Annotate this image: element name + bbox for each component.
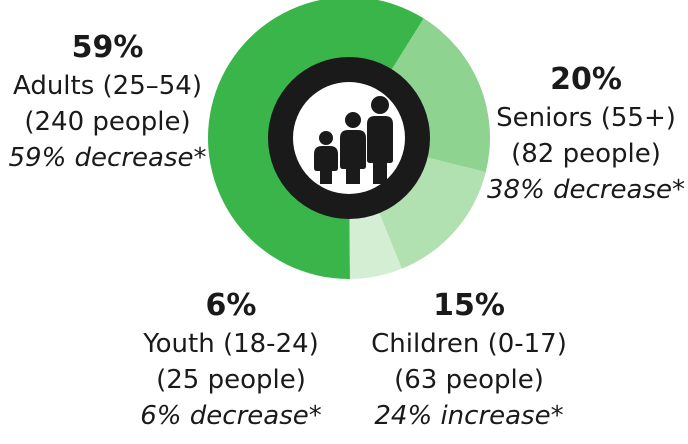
youth-category: Youth (18-24): [143, 329, 319, 359]
slice-children: [378, 157, 486, 269]
children-percent: 15%: [433, 288, 505, 323]
children-category: Children (0-17): [371, 329, 567, 359]
slice-adults: [208, 0, 424, 279]
adults-count: (240 people): [24, 107, 191, 137]
adults-percent: 59%: [71, 30, 144, 65]
seniors-percent: 20%: [550, 62, 622, 97]
label-seniors: 20% Seniors (55+) (82 people) 38% decrea…: [486, 60, 686, 208]
adults-category: Adults (25–54): [13, 71, 202, 101]
seniors-change: 38% decrease*: [486, 175, 685, 205]
youth-change: 6% decrease*: [140, 401, 322, 431]
children-change: 24% increase*: [374, 401, 564, 431]
youth-percent: 6%: [205, 288, 257, 323]
slice-seniors: [391, 18, 490, 173]
youth-count: (25 people): [156, 365, 306, 395]
family-icon: [314, 96, 393, 184]
slice-youth: [349, 212, 402, 279]
children-count: (63 people): [394, 365, 544, 395]
seniors-category: Seniors (55+): [496, 103, 676, 133]
adults-change: 59% decrease*: [8, 143, 207, 173]
seniors-count: (82 people): [511, 139, 661, 169]
label-children: 15% Children (0-17) (63 people) 24% incr…: [356, 286, 582, 434]
donut-slices: [208, 0, 490, 279]
label-adults: 59% Adults (25–54) (240 people) 59% decr…: [0, 28, 215, 176]
label-youth: 6% Youth (18-24) (25 people) 6% decrease…: [130, 286, 332, 434]
